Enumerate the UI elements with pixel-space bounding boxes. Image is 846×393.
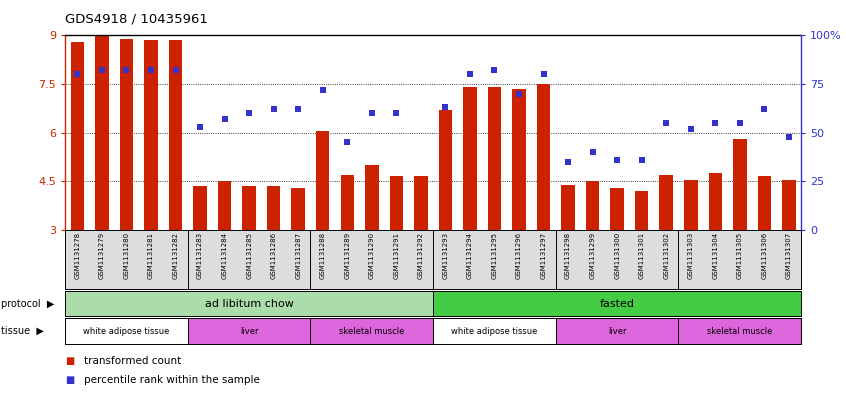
Text: protocol  ▶: protocol ▶ bbox=[1, 299, 54, 309]
Text: tissue  ▶: tissue ▶ bbox=[1, 326, 44, 336]
Bar bbox=[733, 139, 746, 230]
Bar bbox=[684, 180, 697, 230]
Bar bbox=[660, 175, 673, 230]
Bar bbox=[562, 184, 574, 230]
Text: GSM1131283: GSM1131283 bbox=[197, 231, 203, 279]
Bar bbox=[188, 318, 310, 344]
Bar bbox=[71, 42, 84, 230]
Text: ■: ■ bbox=[65, 375, 74, 386]
Bar bbox=[194, 186, 206, 230]
Text: GSM1131303: GSM1131303 bbox=[688, 231, 694, 279]
Text: transformed count: transformed count bbox=[84, 356, 181, 366]
Text: GSM1131281: GSM1131281 bbox=[148, 231, 154, 279]
Text: GSM1131287: GSM1131287 bbox=[295, 231, 301, 279]
Text: GSM1131305: GSM1131305 bbox=[737, 231, 743, 279]
Bar bbox=[611, 188, 624, 230]
Bar bbox=[783, 180, 795, 230]
Text: GSM1131279: GSM1131279 bbox=[99, 231, 105, 279]
Text: GSM1131304: GSM1131304 bbox=[712, 231, 718, 279]
Text: white adipose tissue: white adipose tissue bbox=[451, 327, 538, 336]
Text: white adipose tissue: white adipose tissue bbox=[83, 327, 170, 336]
Bar bbox=[292, 188, 305, 230]
Text: skeletal muscle: skeletal muscle bbox=[339, 327, 404, 336]
Text: GSM1131299: GSM1131299 bbox=[590, 231, 596, 279]
Text: GSM1131293: GSM1131293 bbox=[442, 231, 448, 279]
Text: percentile rank within the sample: percentile rank within the sample bbox=[84, 375, 260, 386]
Bar bbox=[758, 176, 771, 230]
Text: GSM1131290: GSM1131290 bbox=[369, 231, 375, 279]
Text: fasted: fasted bbox=[600, 299, 634, 309]
Bar bbox=[433, 318, 556, 344]
Bar bbox=[341, 175, 354, 230]
Bar bbox=[709, 173, 722, 230]
Bar bbox=[65, 318, 188, 344]
Bar bbox=[556, 318, 678, 344]
Text: GSM1131285: GSM1131285 bbox=[246, 231, 252, 279]
Bar bbox=[316, 131, 329, 230]
Bar bbox=[390, 176, 403, 230]
Bar bbox=[635, 191, 648, 230]
Bar bbox=[218, 181, 231, 230]
Text: GSM1131278: GSM1131278 bbox=[74, 231, 80, 279]
Text: GSM1131282: GSM1131282 bbox=[173, 231, 179, 279]
Bar bbox=[243, 186, 255, 230]
Text: GSM1131307: GSM1131307 bbox=[786, 231, 792, 279]
Bar bbox=[678, 318, 801, 344]
Bar bbox=[169, 40, 182, 230]
Text: GDS4918 / 10435961: GDS4918 / 10435961 bbox=[65, 13, 208, 26]
Bar bbox=[513, 89, 525, 230]
Bar bbox=[267, 186, 280, 230]
Text: GSM1131295: GSM1131295 bbox=[492, 231, 497, 279]
Text: ■: ■ bbox=[65, 356, 74, 366]
Bar bbox=[537, 84, 550, 230]
Text: ad libitum chow: ad libitum chow bbox=[205, 299, 294, 309]
Text: GSM1131296: GSM1131296 bbox=[516, 231, 522, 279]
Text: GSM1131292: GSM1131292 bbox=[418, 231, 424, 279]
Text: GSM1131306: GSM1131306 bbox=[761, 231, 767, 279]
Bar bbox=[365, 165, 378, 230]
Text: GSM1131301: GSM1131301 bbox=[639, 231, 645, 279]
Text: GSM1131291: GSM1131291 bbox=[393, 231, 399, 279]
Bar bbox=[586, 181, 599, 230]
Bar bbox=[145, 40, 157, 230]
Bar bbox=[433, 291, 801, 316]
Text: GSM1131284: GSM1131284 bbox=[222, 231, 228, 279]
Text: GSM1131294: GSM1131294 bbox=[467, 231, 473, 279]
Bar bbox=[310, 318, 433, 344]
Text: GSM1131289: GSM1131289 bbox=[344, 231, 350, 279]
Text: GSM1131302: GSM1131302 bbox=[663, 231, 669, 279]
Text: GSM1131280: GSM1131280 bbox=[124, 231, 129, 279]
Text: GSM1131286: GSM1131286 bbox=[271, 231, 277, 279]
Bar bbox=[65, 291, 433, 316]
Bar bbox=[415, 176, 427, 230]
Text: GSM1131297: GSM1131297 bbox=[541, 231, 547, 279]
Bar bbox=[439, 110, 452, 230]
Text: liver: liver bbox=[240, 327, 258, 336]
Text: GSM1131288: GSM1131288 bbox=[320, 231, 326, 279]
Text: GSM1131298: GSM1131298 bbox=[565, 231, 571, 279]
Text: liver: liver bbox=[608, 327, 626, 336]
Bar bbox=[96, 35, 108, 230]
Bar bbox=[464, 87, 476, 230]
Text: skeletal muscle: skeletal muscle bbox=[707, 327, 772, 336]
Text: GSM1131300: GSM1131300 bbox=[614, 231, 620, 279]
Bar bbox=[488, 87, 501, 230]
Bar bbox=[120, 39, 133, 230]
